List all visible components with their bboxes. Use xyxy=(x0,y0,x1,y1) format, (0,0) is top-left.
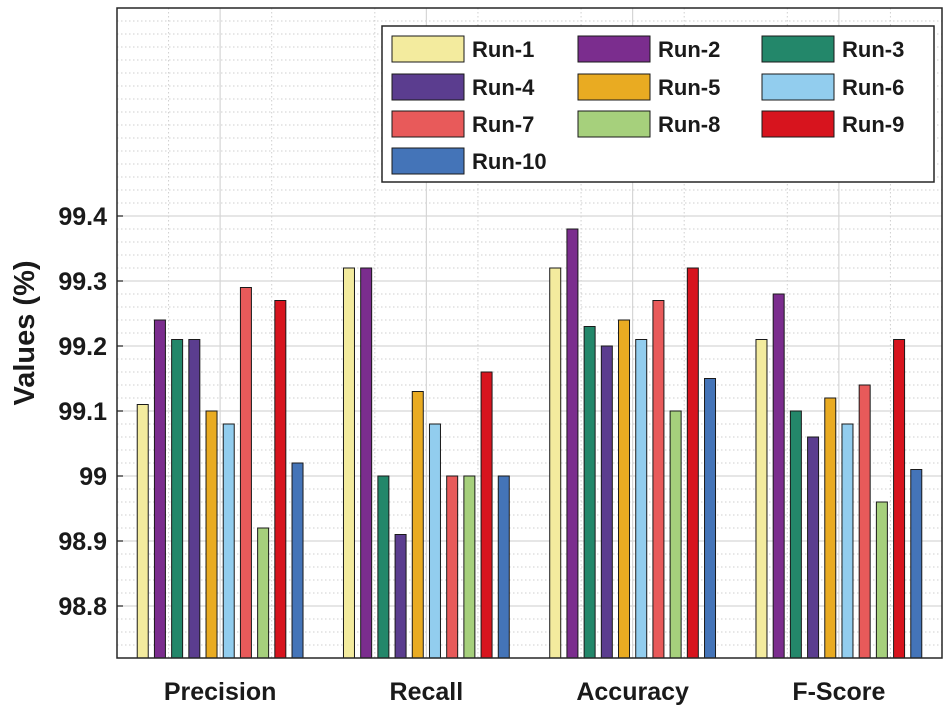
legend-swatch-run-5 xyxy=(577,73,651,101)
legend-label-run-2: Run-2 xyxy=(658,37,720,62)
bar-run-6-recall xyxy=(428,423,441,659)
y-tick-label: 99 xyxy=(79,463,107,491)
legend-swatch-run-3 xyxy=(761,35,835,63)
bar-run-5-accuracy xyxy=(618,319,631,659)
y-tick-label: 98.8 xyxy=(58,593,107,621)
bar-run-10-f-score xyxy=(910,469,923,659)
legend-label-run-6: Run-6 xyxy=(842,75,904,100)
legend-swatch-run-10 xyxy=(391,147,465,175)
bar-run-9-f-score xyxy=(893,339,906,659)
bar-run-3-recall xyxy=(377,475,390,659)
legend-label-run-5: Run-5 xyxy=(658,75,720,100)
bar-run-6-precision xyxy=(222,423,235,659)
bar-run-4-f-score xyxy=(807,436,820,659)
bar-run-9-precision xyxy=(274,300,287,659)
legend-swatch-run-6 xyxy=(761,73,835,101)
bar-run-1-precision xyxy=(136,404,149,659)
x-tick-label-precision: Precision xyxy=(164,678,277,706)
bar-run-8-precision xyxy=(257,527,270,659)
bar-run-1-accuracy xyxy=(549,267,562,659)
bar-run-7-accuracy xyxy=(652,300,665,659)
y-tick-label: 99.3 xyxy=(58,268,107,296)
legend-label-run-7: Run-7 xyxy=(472,112,534,137)
bar-run-10-accuracy xyxy=(704,378,717,659)
bar-run-8-recall xyxy=(463,475,476,659)
bar-run-7-f-score xyxy=(858,384,871,659)
legend-label-run-9: Run-9 xyxy=(842,112,904,137)
legend-label-run-4: Run-4 xyxy=(472,75,535,100)
legend: Run-1 Run-2 Run-3 Run-4 Run-5 Run-6 Run-7 Run-8… xyxy=(381,25,935,183)
bar-run-6-f-score xyxy=(841,423,854,659)
bars xyxy=(136,228,923,659)
bar-run-5-f-score xyxy=(824,397,837,659)
bar-run-7-recall xyxy=(446,475,459,659)
legend-swatch-run-9 xyxy=(761,110,835,138)
bar-run-1-recall xyxy=(342,267,355,659)
x-axis-labels: Precision Recall Accuracy F-Score xyxy=(164,678,886,706)
bar-run-8-f-score xyxy=(875,501,888,659)
y-axis-label: Values (%) xyxy=(9,260,41,405)
legend-swatch-run-7 xyxy=(391,110,465,138)
bar-run-2-f-score xyxy=(772,293,785,659)
y-tick-label: 98.9 xyxy=(58,528,107,556)
legend-swatch-run-1 xyxy=(391,35,465,63)
legend-label-run-8: Run-8 xyxy=(658,112,720,137)
bar-run-3-accuracy xyxy=(583,326,596,659)
bar-run-2-precision xyxy=(153,319,166,659)
bar-run-2-recall xyxy=(360,267,373,659)
bar-run-2-accuracy xyxy=(566,228,579,659)
legend-label-run-10: Run-10 xyxy=(472,149,547,174)
bar-run-10-recall xyxy=(497,475,510,659)
legend-swatch-run-2 xyxy=(577,35,651,63)
bar-run-4-precision xyxy=(188,339,201,659)
bar-run-4-recall xyxy=(394,534,407,659)
legend-box xyxy=(381,25,935,183)
y-tick-label: 99.4 xyxy=(58,203,107,231)
legend-swatch-run-4 xyxy=(391,73,465,101)
bar-run-4-accuracy xyxy=(600,345,613,659)
bar-run-10-precision xyxy=(291,462,304,659)
x-tick-label-accuracy: Accuracy xyxy=(576,678,689,706)
bar-run-7-precision xyxy=(239,287,252,659)
x-tick-label-recall: Recall xyxy=(390,678,464,706)
legend-label-run-3: Run-3 xyxy=(842,37,904,62)
bar-run-8-accuracy xyxy=(669,410,682,659)
x-tick-label-f-score: F-Score xyxy=(792,678,885,706)
bar-run-5-precision xyxy=(205,410,218,659)
bar-run-3-precision xyxy=(171,339,184,659)
bar-run-9-accuracy xyxy=(686,267,699,659)
plot-frame xyxy=(116,7,943,659)
y-axis-ticks: 98.8 98.9 99 99.1 99.2 99.3 99.4 xyxy=(58,203,123,621)
bar-run-5-recall xyxy=(411,391,424,659)
legend-swatch-run-8 xyxy=(577,110,651,138)
legend-label-run-1: Run-1 xyxy=(472,37,534,62)
y-tick-label: 99.2 xyxy=(58,333,107,361)
bar-run-9-recall xyxy=(480,371,493,659)
bar-run-6-accuracy xyxy=(635,339,648,659)
bar-run-1-f-score xyxy=(755,339,768,659)
y-tick-label: 99.1 xyxy=(58,398,107,426)
bar-run-3-f-score xyxy=(789,410,802,659)
